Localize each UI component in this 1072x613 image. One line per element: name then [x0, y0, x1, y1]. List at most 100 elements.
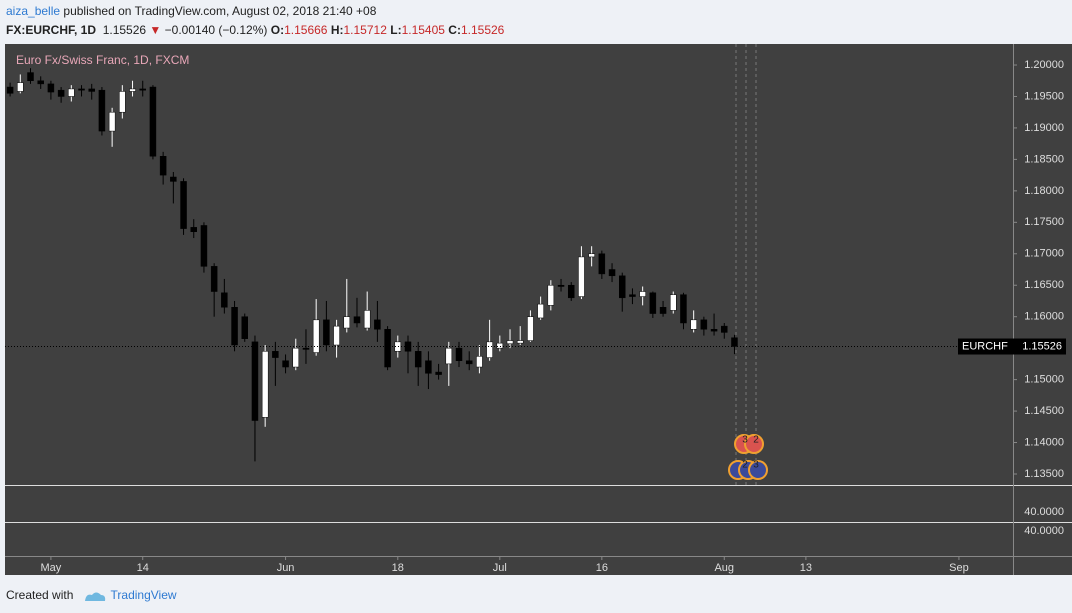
- y-tick-label: 1.17500: [1024, 216, 1064, 228]
- y-tick-label: 1.14500: [1024, 405, 1064, 417]
- indicator-value: 40.0000: [1024, 506, 1064, 518]
- candle-body: [618, 275, 626, 299]
- pane-bg: [5, 44, 1013, 575]
- candle-body: [394, 341, 402, 352]
- candle-body: [108, 111, 116, 132]
- symbol-bar: FX:EURCHF, 1D 1.15526 ▼ −0.00140 (−0.12%…: [6, 23, 504, 37]
- candle-body: [465, 360, 473, 365]
- h-label: H:: [330, 23, 344, 37]
- candle-body: [598, 253, 606, 275]
- candle-body: [17, 82, 24, 92]
- candle-body: [312, 319, 320, 353]
- candle-body: [639, 291, 646, 297]
- y-tick-label: 1.18000: [1024, 185, 1064, 197]
- brand[interactable]: TradingView: [110, 588, 177, 602]
- candle-body: [496, 342, 504, 349]
- footer: Created with TradingView: [6, 588, 177, 602]
- candle-body: [680, 294, 687, 324]
- arrow: ▼: [149, 23, 162, 37]
- candle-body: [302, 347, 310, 350]
- x-tick-label: Sep: [949, 562, 969, 574]
- y-tick-label: 1.20000: [1024, 59, 1064, 71]
- candle-body: [486, 341, 493, 358]
- y-tick-label: 1.14000: [1024, 436, 1064, 448]
- candle-body: [180, 181, 187, 229]
- y-tick-label: 1.19000: [1024, 122, 1064, 134]
- candle-body: [170, 176, 177, 182]
- candle-body: [119, 91, 126, 113]
- x-tick-label: 16: [596, 562, 608, 574]
- candle-body: [710, 329, 718, 332]
- event-count: 2: [742, 460, 748, 471]
- y-tick-label: 1.19500: [1024, 90, 1064, 102]
- y-tick-label: 1.13500: [1024, 468, 1064, 480]
- candle-body: [139, 88, 146, 91]
- candle-body: [445, 347, 453, 365]
- chart-title: Euro Fx/Swiss Franc, 1D, FXCM: [16, 53, 189, 67]
- y-tick-label: 1.16500: [1024, 279, 1064, 291]
- indicator-value: 40.0000: [1024, 525, 1064, 537]
- candle-body: [506, 340, 514, 344]
- publish-line: aiza_belle published on TradingView.com,…: [6, 4, 376, 18]
- candle-body: [670, 294, 677, 311]
- axis-bg: [1013, 44, 1072, 575]
- candle-body: [608, 269, 616, 277]
- last-price-symbol: EURCHF: [962, 340, 1008, 352]
- candle-body: [557, 284, 565, 287]
- candle-body: [455, 347, 463, 361]
- candle-body: [98, 89, 106, 132]
- candle-body: [210, 266, 218, 292]
- candle-body: [47, 83, 55, 93]
- y-tick-label: 1.17000: [1024, 248, 1064, 260]
- last-price-box: [958, 338, 1066, 355]
- y-tick-label: 1.18500: [1024, 153, 1064, 165]
- author[interactable]: aiza_belle: [6, 4, 61, 18]
- event-flag[interactable]: [744, 434, 764, 454]
- candle-body: [384, 329, 391, 368]
- event-count: 2: [753, 435, 759, 446]
- event-count: 3: [753, 460, 759, 471]
- events[interactable]: 3 2 2 3: [728, 434, 768, 480]
- last-price-label: 1.15526: [1022, 340, 1062, 352]
- candle-body: [363, 310, 371, 329]
- candle-body: [690, 319, 697, 330]
- change: −0.00140 (−0.12%): [164, 23, 268, 37]
- event-flag[interactable]: [748, 460, 768, 480]
- c: 1.15526: [460, 23, 505, 37]
- published: published on TradingView.com, August 02,…: [63, 4, 377, 18]
- candle-body: [374, 319, 381, 330]
- symbol: FX:EURCHF, 1D: [6, 23, 97, 37]
- candle-body: [588, 253, 595, 258]
- candle-body: [343, 316, 351, 329]
- candle-body: [292, 347, 300, 368]
- candle-body: [149, 86, 157, 157]
- candle-body: [231, 307, 238, 346]
- c-label: C:: [448, 23, 461, 37]
- y-tick-label: 1.16000: [1024, 311, 1064, 323]
- candle-body: [527, 316, 534, 341]
- x-tick-label: Aug: [714, 562, 734, 574]
- x-tick-label: Jun: [277, 562, 295, 574]
- candle-body: [659, 307, 667, 314]
- candle-body: [282, 360, 289, 368]
- candle-body: [547, 284, 555, 306]
- candle-body: [578, 256, 585, 297]
- candle-body: [190, 227, 197, 233]
- event-count: 3: [742, 435, 748, 446]
- candle-body: [88, 88, 95, 92]
- l: 1.15405: [401, 23, 445, 37]
- candle-body: [159, 155, 167, 176]
- h: 1.15712: [343, 23, 387, 37]
- l-label: L:: [390, 23, 402, 37]
- candle-body: [537, 303, 544, 319]
- candle-body: [425, 360, 432, 374]
- candle-body: [68, 88, 75, 97]
- candle-body: [721, 325, 728, 333]
- candle-body: [323, 319, 330, 346]
- candle-body: [272, 351, 279, 358]
- created: Created with: [6, 588, 74, 602]
- candle-body: [251, 341, 259, 421]
- candle-body: [261, 351, 269, 418]
- x-tick-label: 18: [392, 562, 404, 574]
